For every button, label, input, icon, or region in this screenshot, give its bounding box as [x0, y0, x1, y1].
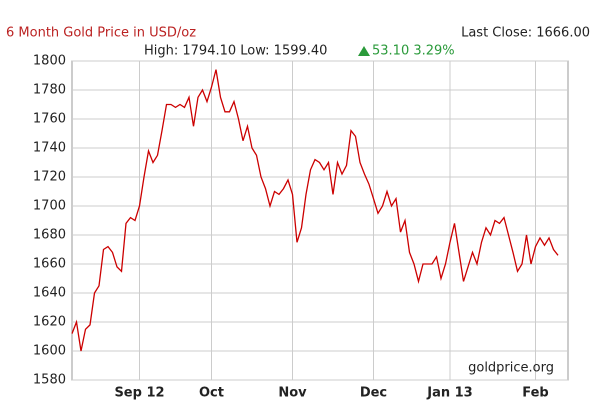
- x-tick-label: Sep 12: [114, 386, 164, 400]
- y-tick-label: 1800: [33, 54, 66, 69]
- chart-title: 6 Month Gold Price in USD/oz: [6, 26, 196, 41]
- up-arrow: [358, 46, 370, 56]
- y-tick-label: 1660: [33, 257, 66, 272]
- y-tick-label: 1600: [33, 344, 66, 359]
- y-tick-label: 1780: [33, 83, 66, 98]
- y-tick-label: 1620: [33, 315, 66, 330]
- y-tick-label: 1680: [33, 228, 66, 243]
- y-tick-label: 1740: [33, 141, 66, 156]
- x-tick-label: Oct: [199, 386, 224, 400]
- subtitle: High: 1794.10 Low: 1599.40: [144, 44, 327, 59]
- source: goldprice.org: [468, 361, 554, 376]
- price-line: [71, 69, 559, 352]
- x-tick-label: Dec: [360, 386, 387, 400]
- last-close: Last Close: 1666.00: [461, 26, 590, 41]
- y-tick-label: 1760: [33, 112, 66, 127]
- y-tick-label: 1700: [33, 199, 66, 214]
- y-tick-label: 1580: [33, 373, 66, 388]
- y-tick-label: 1720: [33, 170, 66, 185]
- x-tick-label: Jan 13: [426, 386, 472, 400]
- plot-frame: [71, 60, 569, 381]
- x-tick-label: Feb: [522, 386, 548, 400]
- x-tick-label: Nov: [278, 386, 307, 400]
- y-tick-label: 1640: [33, 286, 66, 301]
- change: 53.10 3.29%: [372, 44, 455, 59]
